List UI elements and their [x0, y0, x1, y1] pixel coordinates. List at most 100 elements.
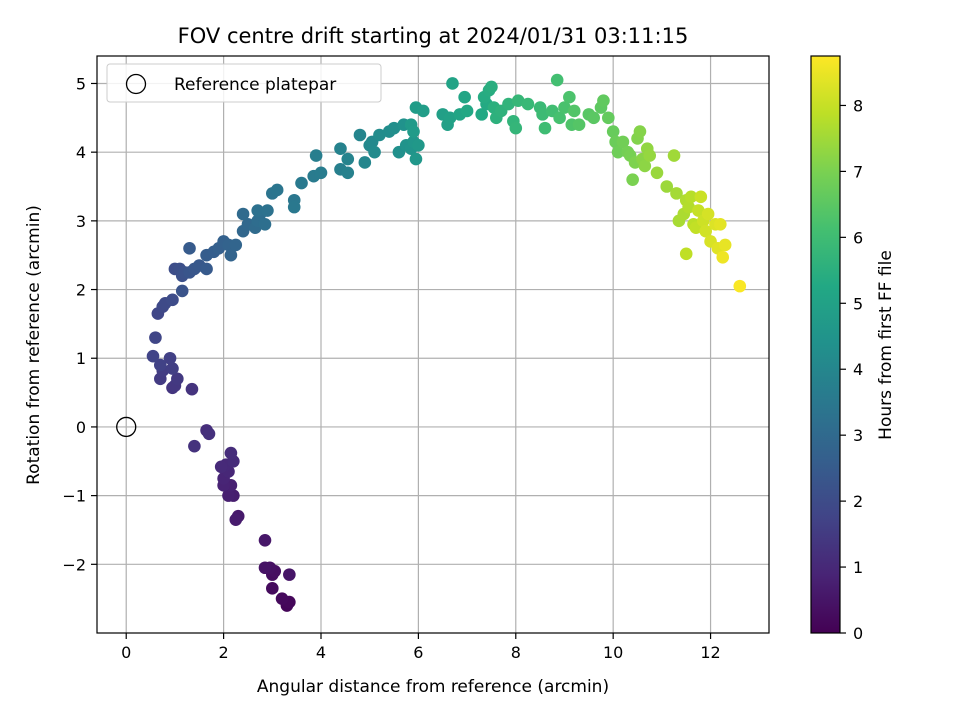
legend: Reference platepar — [106, 63, 382, 103]
data-point — [166, 293, 179, 307]
data-point — [502, 97, 515, 111]
data-point — [650, 166, 664, 180]
data-point — [682, 200, 695, 214]
grid-lines — [97, 56, 769, 633]
colorbar-tick-label: 0 — [853, 624, 863, 643]
data-point — [633, 125, 647, 138]
data-points — [146, 73, 747, 612]
data-point — [341, 166, 355, 180]
data-point — [251, 204, 264, 217]
data-point — [295, 176, 308, 190]
data-point — [146, 349, 160, 363]
data-point — [716, 250, 730, 264]
y-tick-label: 5 — [76, 74, 86, 93]
x-tick-label: 12 — [700, 643, 720, 662]
colorbar — [810, 55, 841, 634]
data-point — [626, 173, 639, 186]
data-point — [163, 351, 177, 365]
legend-label: Reference platepar — [174, 75, 336, 95]
data-point — [416, 104, 430, 118]
data-point — [283, 568, 296, 581]
colorbar-label: Hours from first FF file — [876, 250, 896, 440]
data-point — [309, 149, 323, 162]
data-point — [275, 592, 289, 605]
data-point — [553, 111, 566, 125]
data-point — [266, 582, 279, 595]
data-point — [684, 190, 698, 204]
data-point — [475, 108, 488, 121]
colorbar-tick-label: 3 — [853, 426, 863, 445]
y-tick-label: 3 — [76, 212, 86, 231]
data-point — [149, 331, 162, 344]
data-point — [222, 489, 235, 502]
data-point — [667, 149, 681, 162]
x-tick-label: 4 — [316, 643, 326, 662]
data-point — [258, 217, 272, 231]
data-point — [341, 152, 355, 166]
legend-reference-marker — [125, 73, 147, 95]
reference-point-marker — [116, 416, 137, 438]
data-point — [460, 104, 474, 118]
x-tick-label: 6 — [413, 643, 423, 662]
colorbar-tick-label: 1 — [853, 558, 863, 577]
data-point — [550, 73, 564, 87]
data-point — [183, 242, 196, 255]
data-point — [261, 204, 274, 217]
y-tick-label: 0 — [76, 418, 86, 437]
data-point — [587, 111, 600, 125]
data-point — [701, 207, 715, 221]
reference-marker — [116, 416, 137, 438]
data-point — [334, 142, 347, 156]
data-point — [670, 187, 683, 200]
data-point — [287, 200, 301, 214]
colorbar-tick-label: 4 — [853, 360, 863, 379]
chart-title: FOV centre drift starting at 2024/01/31 … — [178, 24, 689, 48]
data-point — [224, 446, 238, 460]
colorbar-tick-label: 7 — [853, 162, 863, 181]
data-point — [511, 94, 525, 107]
data-point — [443, 111, 457, 125]
plot-frame — [96, 55, 770, 634]
data-point — [458, 90, 471, 104]
data-point — [200, 262, 213, 276]
data-point — [572, 118, 586, 131]
x-tick-label: 2 — [219, 643, 229, 662]
data-point — [166, 362, 179, 375]
data-point — [606, 125, 620, 138]
data-point — [563, 90, 576, 104]
colorbar-tick-label: 8 — [853, 96, 863, 115]
data-point — [171, 372, 184, 386]
y-tick-label: −2 — [62, 555, 86, 574]
colorbar-tick-label: 5 — [853, 294, 863, 313]
x-tick-label: 0 — [121, 643, 131, 662]
x-tick-label: 10 — [603, 643, 623, 662]
data-point — [616, 135, 630, 149]
x-tick-label: 8 — [511, 643, 521, 662]
data-point — [485, 80, 498, 94]
legend-box — [106, 63, 382, 103]
data-point — [412, 138, 425, 152]
data-point — [521, 97, 535, 111]
data-point — [229, 238, 243, 252]
y-tick-label: 1 — [76, 349, 86, 368]
data-point — [373, 128, 386, 142]
y-axis-ticks: −2 −1 0 1 2 3 4 5 — [62, 74, 97, 574]
data-point — [236, 207, 250, 221]
data-point — [699, 224, 712, 238]
data-point — [733, 279, 747, 293]
data-point — [558, 101, 571, 114]
data-point — [224, 248, 238, 262]
data-point — [358, 156, 372, 169]
data-point — [387, 121, 401, 135]
data-point — [409, 152, 423, 166]
data-point — [692, 204, 705, 217]
data-point — [229, 513, 243, 526]
data-point — [154, 358, 167, 372]
data-point — [407, 125, 420, 138]
data-point — [270, 183, 284, 197]
data-point — [214, 460, 228, 474]
data-point — [175, 284, 189, 298]
data-point — [202, 427, 216, 441]
y-tick-label: −1 — [62, 487, 86, 506]
data-point — [714, 217, 727, 231]
